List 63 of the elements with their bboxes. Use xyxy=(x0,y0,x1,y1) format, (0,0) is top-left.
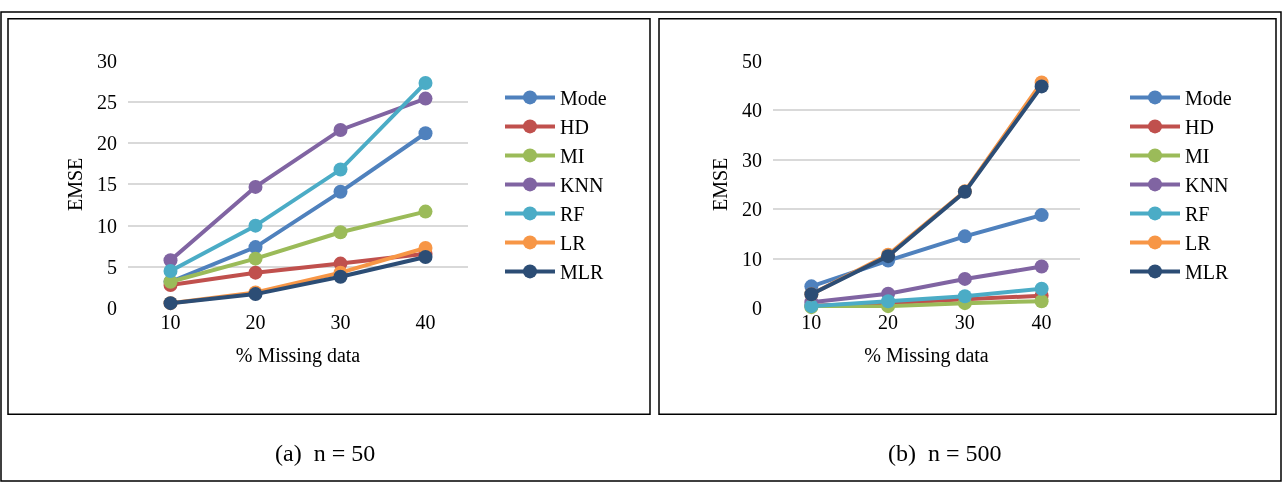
y-tick-label: 30 xyxy=(742,148,762,171)
legend-label: MI xyxy=(1185,145,1210,168)
y-tick-label: 0 xyxy=(107,297,117,320)
point xyxy=(1034,294,1049,309)
legend-label: Mode xyxy=(1185,87,1232,110)
y-tick-label: 20 xyxy=(742,198,762,221)
y-axis-title: EMSE xyxy=(64,157,87,212)
point xyxy=(163,264,178,278)
y-tick-label: 30 xyxy=(97,49,117,72)
point xyxy=(248,251,263,266)
point xyxy=(248,218,263,233)
legend-label: Mode xyxy=(560,87,607,110)
point xyxy=(248,240,263,255)
y-tick-label: 25 xyxy=(97,90,117,113)
legend-label: MI xyxy=(560,145,585,168)
y-tick-label: 10 xyxy=(97,214,117,237)
y-tick-label: 15 xyxy=(97,173,117,196)
y-tick-label: 50 xyxy=(742,49,762,72)
y-tick-label: 40 xyxy=(742,99,762,122)
x-axis-title: % Missing data xyxy=(235,343,361,367)
point xyxy=(333,269,348,284)
point xyxy=(333,225,348,240)
point xyxy=(333,122,348,137)
text: (a) n = 50 xyxy=(275,440,376,466)
point xyxy=(957,229,972,244)
point xyxy=(418,126,433,141)
x-tick-label: 30 xyxy=(330,311,351,334)
y-tick-label: 10 xyxy=(742,247,762,270)
legend-label: RF xyxy=(1185,203,1210,226)
y-tick-label: 0 xyxy=(752,297,762,320)
legend-label: HD xyxy=(1185,116,1214,139)
point xyxy=(248,265,263,280)
text: (b) n = 500 xyxy=(888,440,1002,466)
legend-label: KNN xyxy=(1185,174,1229,197)
legend-label: KNN xyxy=(560,174,604,197)
legend-label: LR xyxy=(1185,232,1212,255)
point xyxy=(418,204,433,219)
point xyxy=(1034,79,1049,94)
legend-label: MLR xyxy=(560,261,604,284)
x-tick-label: 20 xyxy=(878,311,899,334)
y-axis-title: EMSE xyxy=(709,157,732,212)
point xyxy=(1034,281,1049,296)
point xyxy=(333,184,348,199)
x-axis-title: % Missing data xyxy=(864,343,989,367)
legend-label: HD xyxy=(560,116,589,139)
legend-label: LR xyxy=(560,232,587,255)
x-tick-label: 30 xyxy=(954,311,975,334)
x-tick-label: 40 xyxy=(415,311,436,334)
legend-label: RF xyxy=(560,203,585,226)
point xyxy=(418,91,433,106)
x-tick-label: 10 xyxy=(160,311,181,334)
point xyxy=(418,75,433,90)
point xyxy=(1034,208,1049,223)
y-tick-label: 5 xyxy=(107,255,117,278)
point xyxy=(248,179,263,194)
legend-label: MLR xyxy=(1185,261,1229,284)
x-tick-label: 20 xyxy=(245,311,266,334)
x-tick-label: 40 xyxy=(1031,311,1052,334)
point xyxy=(957,271,972,286)
point xyxy=(1034,259,1049,274)
y-tick-label: 20 xyxy=(97,132,117,155)
point xyxy=(333,162,348,177)
x-tick-label: 10 xyxy=(801,311,822,334)
